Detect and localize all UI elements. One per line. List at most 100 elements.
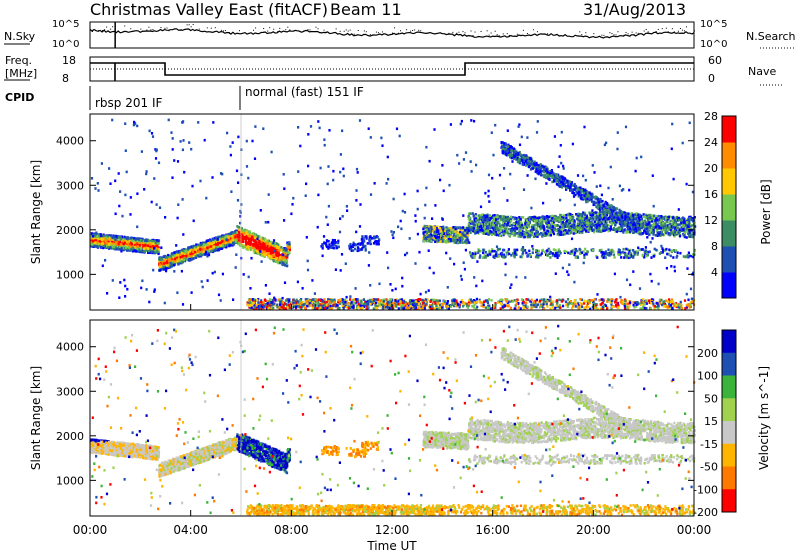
scatter-cell	[147, 239, 150, 242]
scatter-cell	[248, 235, 251, 238]
patch-cell	[372, 235, 376, 239]
scatter-cell	[264, 246, 267, 250]
ground-scatter-cell	[558, 298, 561, 302]
scatter-cell	[245, 245, 248, 249]
scatter-cell	[175, 255, 178, 259]
afternoon-cell	[456, 231, 459, 235]
scatter-cell	[173, 251, 176, 254]
ground-scatter-cell	[279, 300, 282, 304]
ground-scatter-cell	[643, 306, 646, 310]
scatter-cell	[90, 240, 93, 244]
nsky-point	[317, 28, 319, 30]
scatter-cell	[106, 235, 109, 239]
scatter-cell	[194, 247, 197, 251]
ground-scatter-cell	[628, 305, 631, 308]
scatter-cell	[175, 252, 178, 255]
freq-label: Freq.	[5, 54, 32, 67]
nsky-point	[502, 33, 504, 35]
scatter-cell	[182, 248, 186, 251]
scatter-cell	[266, 245, 269, 248]
patch-cell	[366, 242, 369, 245]
ground-scatter-cell	[559, 306, 562, 309]
nsky-point	[365, 31, 367, 33]
scatter-cell	[131, 239, 134, 243]
ground-scatter-cell	[632, 301, 635, 304]
ground-scatter-cell	[292, 298, 295, 302]
evening-cell	[482, 251, 485, 255]
ground-scatter-cell	[526, 305, 529, 309]
scatter-cell	[203, 245, 206, 248]
scatter-cell	[180, 251, 184, 255]
ground-scatter-cell	[532, 300, 536, 304]
ground-scatter-cell	[395, 305, 398, 308]
nsky-point	[665, 27, 667, 29]
scatter-cell	[255, 246, 258, 250]
scatter-cell	[182, 254, 185, 257]
ground-scatter-cell	[312, 304, 315, 307]
nsky-point	[398, 32, 400, 34]
ground-scatter-cell	[548, 299, 551, 302]
scatter-cell	[150, 242, 153, 245]
ground-scatter-cell	[604, 304, 608, 307]
scatter-cell	[181, 260, 184, 264]
ground-scatter-cell	[260, 300, 263, 304]
scatter-cell	[234, 240, 237, 243]
nsky-point	[547, 33, 549, 35]
scatter-cell	[173, 254, 177, 258]
ground-scatter-cell	[413, 302, 416, 306]
scatter-cell	[141, 248, 144, 252]
ground-scatter-cell	[268, 298, 272, 301]
ground-scatter-cell	[337, 299, 340, 302]
afternoon-cell	[464, 229, 467, 232]
nsky-point	[647, 31, 649, 33]
scatter-cell	[94, 241, 97, 245]
scatter-cell	[114, 245, 117, 249]
ground-scatter-cell	[583, 299, 586, 303]
ground-scatter-cell	[325, 300, 328, 304]
nsearch-label: N.Search	[746, 30, 796, 43]
scatter-cell	[110, 244, 113, 248]
scatter-cell	[237, 230, 240, 234]
scatter-cell	[123, 235, 126, 239]
nsky-point	[456, 32, 458, 34]
nsky-point	[418, 29, 420, 31]
scatter-cell	[160, 265, 163, 268]
scatter-cell	[163, 267, 166, 271]
scatter-cell	[183, 250, 186, 253]
nsky-point	[683, 30, 685, 32]
scatter-cell	[218, 235, 221, 239]
scatter-cell	[238, 233, 241, 237]
ground-scatter-cell	[642, 300, 645, 304]
scatter-cell	[195, 254, 199, 258]
scatter-cell	[255, 244, 258, 248]
scatter-cell	[258, 239, 261, 243]
scatter-cell	[234, 238, 237, 242]
scatter-cell	[168, 263, 171, 267]
scatter-cell	[276, 251, 279, 254]
scatter-cell	[111, 240, 114, 244]
afternoon-cell	[439, 226, 442, 230]
ground-scatter-cell	[655, 301, 658, 305]
ground-scatter-cell	[522, 306, 525, 309]
ground-scatter-cell	[664, 299, 668, 303]
nsky-point	[508, 34, 510, 36]
scatter-cell	[252, 244, 255, 247]
ground-scatter-cell	[555, 299, 559, 302]
ground-scatter-cell	[669, 300, 672, 303]
scatter-cell	[208, 243, 211, 247]
scatter-cell	[111, 246, 114, 250]
freq-series	[90, 62, 694, 76]
afternoon-cell	[430, 226, 433, 229]
scatter-cell	[128, 247, 132, 251]
beam-label: Beam 11	[330, 0, 402, 19]
scatter-cell	[176, 250, 179, 254]
ground-scatter-cell	[568, 301, 571, 305]
patch-cell	[361, 241, 364, 244]
ground-scatter-cell	[535, 305, 538, 309]
scatter-cell	[179, 253, 182, 256]
scatter-cell	[193, 252, 196, 256]
scatter-cell	[201, 241, 204, 245]
scatter-cell	[212, 243, 215, 247]
nsky-point	[146, 29, 148, 31]
afternoon-cell	[422, 235, 426, 239]
